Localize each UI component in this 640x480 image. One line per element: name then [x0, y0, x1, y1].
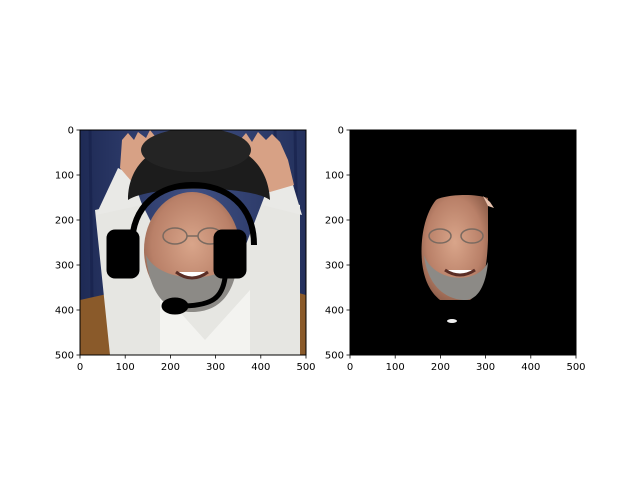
y-tick-label-1-3: 300 [325, 261, 344, 272]
y-tick-label-1-4: 400 [325, 306, 344, 317]
segmented-hand-fragment [483, 196, 494, 208]
x-tick-label-1-5: 500 [566, 362, 585, 373]
y-tick-label-0-5: 500 [55, 351, 74, 362]
garment-collar [160, 290, 250, 355]
right-axes-frame [349, 129, 577, 356]
x-tick-label-0-5: 500 [296, 362, 315, 373]
x-tick-label-1-3: 300 [476, 362, 495, 373]
smile [175, 270, 209, 280]
y-tick-label-0-0: 0 [68, 126, 74, 137]
y-tick-label-1-2: 200 [325, 216, 344, 227]
y-tick-label-1-0: 0 [338, 126, 344, 137]
segmented-beard [424, 255, 488, 300]
x-tick-label-1-1: 100 [386, 362, 405, 373]
y-tick-label-1-5: 500 [325, 351, 344, 362]
left-image-panel [80, 130, 306, 355]
left-axes-frame [79, 129, 307, 356]
x-tick-label-0-3: 300 [206, 362, 225, 373]
x-tick-label-0-0: 0 [77, 362, 83, 373]
y-tick-label-0-2: 200 [55, 216, 74, 227]
x-tick-label-0-1: 100 [116, 362, 135, 373]
y-tick-label-0-4: 400 [55, 306, 74, 317]
segmented-smile [444, 268, 476, 277]
y-tick-label-0-1: 100 [55, 171, 74, 182]
right-image-panel [350, 130, 576, 355]
x-tick-label-0-2: 200 [161, 362, 180, 373]
y-tick-label-1-1: 100 [325, 171, 344, 182]
turban-top [141, 130, 251, 172]
x-tick-label-1-2: 200 [431, 362, 450, 373]
segmented-glasses [428, 228, 484, 244]
segmented-blob [447, 319, 457, 323]
y-tick-label-0-3: 300 [55, 261, 74, 272]
headset-overlay [106, 181, 257, 315]
x-tick-label-1-4: 400 [521, 362, 540, 373]
x-tick-label-0-4: 400 [251, 362, 270, 373]
x-tick-label-1-0: 0 [347, 362, 353, 373]
